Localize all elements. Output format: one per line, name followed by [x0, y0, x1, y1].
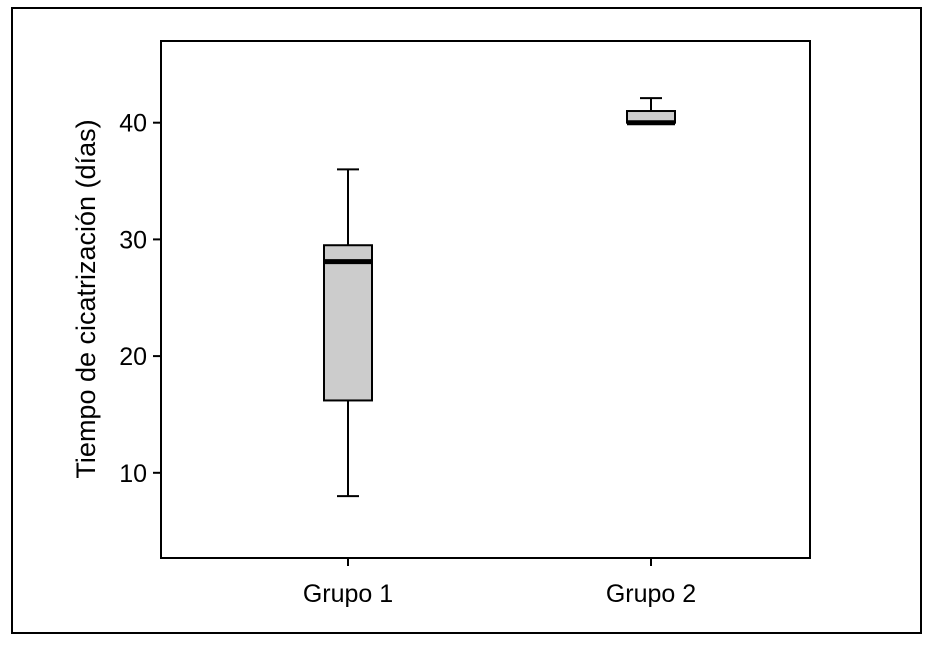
box-group-1	[323, 168, 373, 498]
plot-area	[160, 40, 811, 559]
boxes	[323, 97, 676, 498]
box-iqr-1	[323, 244, 373, 402]
y-axis-title: Tiempo de cicatrización (días)	[71, 119, 101, 478]
y-tick-label-40: 40	[119, 110, 147, 138]
y-tick-label-30: 30	[119, 226, 147, 254]
x-axis-ticks: Grupo 1 Grupo 2	[303, 558, 696, 608]
x-tick-label-1: Grupo 1	[303, 580, 393, 608]
y-tick-label-10: 10	[119, 460, 147, 488]
x-tick-label-2: Grupo 2	[606, 580, 696, 608]
y-axis-ticks: 10 20 30 40	[119, 110, 161, 488]
chart-frame	[11, 7, 922, 634]
y-tick-label-20: 20	[119, 343, 147, 371]
box-group-2	[626, 97, 676, 126]
